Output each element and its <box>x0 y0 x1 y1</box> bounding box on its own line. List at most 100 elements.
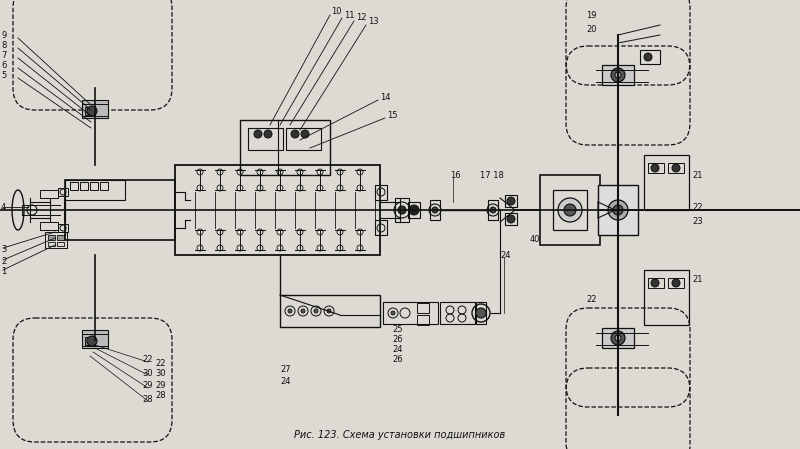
Bar <box>440 302 475 324</box>
Circle shape <box>291 130 299 138</box>
Bar <box>85 337 95 345</box>
Circle shape <box>672 164 680 172</box>
Bar <box>648 163 664 173</box>
Circle shape <box>644 53 652 61</box>
Text: 5: 5 <box>1 70 6 79</box>
Bar <box>505 213 517 225</box>
Text: 16: 16 <box>450 171 461 180</box>
Text: 13: 13 <box>368 18 378 26</box>
Circle shape <box>301 130 309 138</box>
Bar <box>668 163 684 173</box>
Bar <box>70 182 78 190</box>
Bar <box>48 242 55 246</box>
Bar <box>57 242 64 246</box>
Text: 30: 30 <box>142 369 153 378</box>
Text: 12: 12 <box>356 13 366 22</box>
Text: 9: 9 <box>1 31 6 40</box>
Bar <box>65 180 175 240</box>
Text: 17 18: 17 18 <box>480 171 504 180</box>
Circle shape <box>613 205 623 215</box>
Bar <box>58 224 68 232</box>
Text: Рис. 123. Схема установки подшипников: Рис. 123. Схема установки подшипников <box>294 430 506 440</box>
Bar <box>85 107 95 115</box>
Bar <box>40 222 58 230</box>
Circle shape <box>398 206 406 214</box>
Text: 40: 40 <box>530 235 541 245</box>
Circle shape <box>651 164 659 172</box>
Bar <box>505 195 517 207</box>
Bar <box>668 278 684 288</box>
Text: 26: 26 <box>392 356 402 365</box>
Text: 23: 23 <box>692 217 702 226</box>
Bar <box>82 100 108 118</box>
Circle shape <box>476 308 486 318</box>
Circle shape <box>672 279 680 287</box>
Circle shape <box>301 309 305 313</box>
Circle shape <box>611 331 625 345</box>
Bar <box>417 303 429 313</box>
Bar <box>644 270 689 325</box>
Circle shape <box>391 311 395 315</box>
Text: 27: 27 <box>280 365 290 374</box>
Bar <box>240 120 330 175</box>
Circle shape <box>254 130 262 138</box>
Text: 24: 24 <box>280 378 290 387</box>
Bar <box>640 50 660 64</box>
Text: 3: 3 <box>1 245 6 254</box>
Bar <box>644 155 689 210</box>
Bar <box>57 235 64 240</box>
Circle shape <box>490 207 496 213</box>
Bar <box>286 128 321 150</box>
Text: 26: 26 <box>392 335 402 344</box>
Circle shape <box>615 335 621 341</box>
Bar <box>248 128 283 150</box>
Circle shape <box>615 72 621 78</box>
Bar <box>648 278 664 288</box>
Bar <box>65 180 125 200</box>
Text: 29: 29 <box>142 382 153 391</box>
Text: 22: 22 <box>692 202 702 211</box>
Bar <box>540 175 600 245</box>
Text: 30: 30 <box>155 370 166 379</box>
Text: 21: 21 <box>692 276 702 285</box>
Text: 14: 14 <box>380 93 390 102</box>
Bar <box>48 235 55 240</box>
Text: 22: 22 <box>155 358 166 367</box>
Text: 24: 24 <box>500 251 510 260</box>
Circle shape <box>611 68 625 82</box>
Text: 1: 1 <box>1 268 6 277</box>
Bar <box>395 198 409 222</box>
Text: 7: 7 <box>1 50 6 60</box>
Circle shape <box>409 205 419 215</box>
Circle shape <box>87 106 97 116</box>
Bar <box>417 315 429 325</box>
Text: 6: 6 <box>1 61 6 70</box>
Circle shape <box>507 197 515 205</box>
Bar <box>100 182 108 190</box>
Bar <box>602 328 634 348</box>
Text: 10: 10 <box>331 8 342 17</box>
Text: 15: 15 <box>387 111 398 120</box>
Text: 28: 28 <box>142 395 153 404</box>
Circle shape <box>432 207 438 213</box>
Text: 29: 29 <box>155 380 166 389</box>
Circle shape <box>507 215 515 223</box>
Text: 2: 2 <box>1 256 6 265</box>
Bar <box>383 302 438 324</box>
Text: 25: 25 <box>392 326 402 335</box>
Bar <box>45 232 67 248</box>
Bar <box>476 302 486 324</box>
Bar <box>430 200 440 220</box>
Bar <box>553 190 587 230</box>
Text: 11: 11 <box>344 10 354 19</box>
Circle shape <box>651 279 659 287</box>
Text: 8: 8 <box>1 40 6 49</box>
Circle shape <box>288 309 292 313</box>
Text: 24: 24 <box>392 345 402 355</box>
Text: 19: 19 <box>586 10 597 19</box>
Circle shape <box>314 309 318 313</box>
Bar <box>598 185 638 235</box>
Text: 22: 22 <box>586 295 597 304</box>
Bar <box>175 165 380 255</box>
Bar <box>408 202 420 218</box>
